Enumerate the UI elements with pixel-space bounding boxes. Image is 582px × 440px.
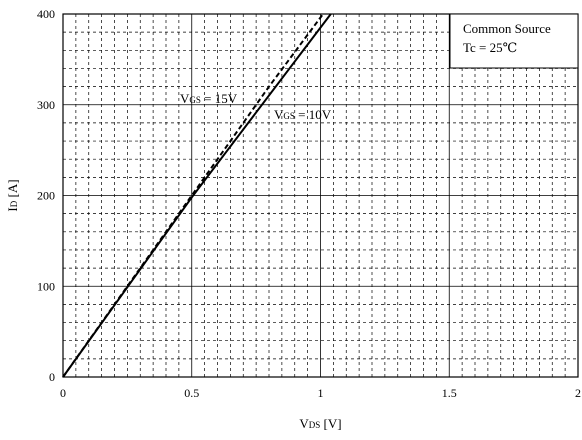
y-tick-label: 200	[37, 189, 55, 203]
x-tick-label: 1.5	[442, 386, 457, 400]
series-label-vgs-15v-rest: = 15V	[201, 91, 238, 106]
y-axis-label-unit: [A]	[5, 179, 20, 200]
series-label-vgs-15v-main: V	[180, 91, 190, 106]
x-tick-label: 1	[318, 386, 324, 400]
y-tick-label: 100	[37, 279, 55, 293]
y-axis-label-main: I	[5, 207, 20, 211]
legend-box-frame	[449, 13, 579, 69]
y-axis-label-sub: D	[9, 200, 19, 207]
x-axis-label-unit: [V]	[320, 416, 341, 431]
series-line-vgs-10v	[62, 13, 332, 378]
y-tick-label: 0	[49, 370, 55, 384]
series-label-vgs-10v-main: V	[274, 107, 284, 122]
x-axis-label-main: V	[299, 416, 309, 431]
series-label-vgs-10v-sub: GS	[283, 111, 295, 121]
series-label-vgs-15v-sub: GS	[189, 95, 201, 105]
series-layer	[62, 13, 332, 378]
y-axis-label: ID [A]	[5, 179, 20, 211]
x-tick-label: 2	[575, 386, 581, 400]
major-grid	[63, 14, 578, 377]
x-axis-label-sub: DS	[309, 420, 321, 430]
legend-box: Common Source Tc = 25℃	[449, 13, 579, 69]
series-label-vgs-10v: VGS = 10V	[274, 107, 332, 122]
y-tick-label: 300	[37, 98, 55, 112]
series-label-vgs-15v: VGS = 15V	[180, 91, 238, 106]
series-label-vgs-10v-rest: = 10V	[295, 107, 332, 122]
y-tick-label: 400	[37, 7, 55, 21]
x-tick-label: 0.5	[184, 386, 199, 400]
legend-line-temperature: Tc = 25℃	[463, 40, 517, 55]
tick-labels: 0 0.5 1 1.5 2 0 100 200 300 400	[37, 7, 581, 400]
legend-line-common-source: Common Source	[463, 21, 551, 36]
x-tick-label: 0	[60, 386, 66, 400]
x-axis-label: VDS [V]	[299, 416, 341, 431]
plot-frame	[62, 13, 579, 378]
